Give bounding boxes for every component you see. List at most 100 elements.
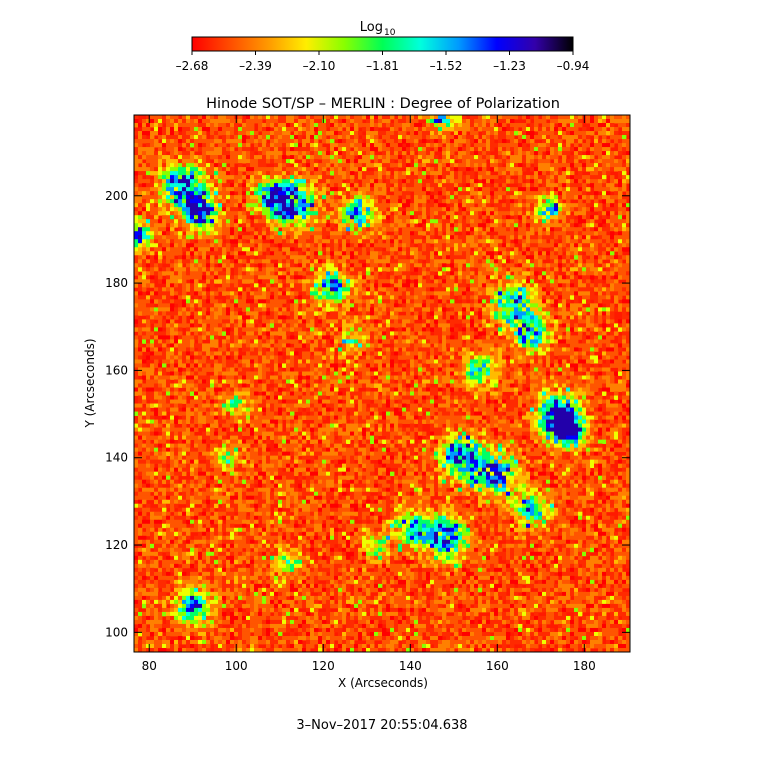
heatmap-cell	[550, 259, 555, 264]
heatmap-cell	[578, 279, 583, 284]
heatmap-cell	[614, 167, 619, 172]
heatmap-cell	[534, 159, 539, 164]
heatmap-cell	[254, 247, 259, 252]
heatmap-cell	[170, 187, 175, 192]
heatmap-cell	[570, 243, 575, 248]
heatmap-cell	[318, 135, 323, 140]
heatmap-cell	[538, 287, 543, 292]
heatmap-cell	[402, 215, 407, 220]
heatmap-cell	[394, 259, 399, 264]
heatmap-cell	[242, 191, 247, 196]
heatmap-cell	[210, 131, 215, 136]
heatmap-cell	[178, 183, 183, 188]
heatmap-cell	[370, 211, 375, 216]
heatmap-cell	[610, 183, 615, 188]
heatmap-cell	[430, 151, 435, 156]
heatmap-cell	[338, 227, 343, 232]
heatmap-cell	[610, 231, 615, 236]
heatmap-cell	[350, 287, 355, 292]
heatmap-cell	[538, 267, 543, 272]
heatmap-cell	[418, 151, 423, 156]
heatmap-cell	[546, 131, 551, 136]
heatmap-cell	[242, 223, 247, 228]
heatmap-cell	[602, 231, 607, 236]
heatmap-cell	[562, 147, 567, 152]
heatmap-cell	[266, 235, 271, 240]
heatmap-cell	[202, 163, 207, 168]
heatmap-cell	[238, 283, 243, 288]
heatmap-cell	[330, 239, 335, 244]
heatmap-cell	[218, 179, 223, 184]
heatmap-cell	[450, 159, 455, 164]
heatmap-cell	[238, 215, 243, 220]
heatmap-cell	[510, 227, 515, 232]
heatmap-cell	[514, 139, 519, 144]
heatmap-cell	[486, 287, 491, 292]
heatmap-cell	[338, 191, 343, 196]
heatmap-cell	[418, 247, 423, 252]
heatmap-cell	[178, 291, 183, 296]
heatmap-cell	[522, 231, 527, 236]
heatmap-cell	[174, 275, 179, 280]
heatmap-cell	[278, 187, 283, 192]
heatmap-cell	[450, 119, 455, 124]
heatmap-cell	[386, 115, 391, 120]
heatmap-cell	[338, 147, 343, 152]
heatmap-cell	[590, 155, 595, 160]
heatmap-cell	[466, 195, 471, 200]
heatmap-cell	[274, 255, 279, 260]
heatmap-cell	[178, 167, 183, 172]
heatmap-cell	[378, 239, 383, 244]
heatmap-cell	[142, 263, 147, 268]
heatmap-cell	[386, 211, 391, 216]
heatmap-cell	[362, 151, 367, 156]
heatmap-cell	[294, 227, 299, 232]
heatmap-cell	[414, 251, 419, 256]
heatmap-cell	[442, 123, 447, 128]
heatmap-cell	[622, 139, 627, 144]
heatmap-cell	[438, 175, 443, 180]
heatmap-cell	[402, 135, 407, 140]
heatmap-cell	[518, 267, 523, 272]
heatmap-cell	[346, 123, 351, 128]
heatmap-cell	[214, 179, 219, 184]
heatmap-cell	[466, 199, 471, 204]
heatmap-cell	[602, 287, 607, 292]
heatmap-cell	[354, 239, 359, 244]
heatmap-cell	[194, 223, 199, 228]
heatmap-cell	[578, 227, 583, 232]
heatmap-cell	[178, 203, 183, 208]
heatmap-cell	[562, 223, 567, 228]
heatmap-cell	[182, 123, 187, 128]
heatmap-cell	[626, 179, 631, 184]
heatmap-cell	[354, 271, 359, 276]
heatmap-cell	[490, 259, 495, 264]
heatmap-cell	[566, 175, 571, 180]
heatmap-cell	[618, 123, 623, 128]
heatmap-cell	[410, 283, 415, 288]
heatmap-cell	[310, 223, 315, 228]
heatmap-cell	[626, 119, 631, 124]
heatmap-cell	[398, 135, 403, 140]
heatmap-cell	[566, 287, 571, 292]
heatmap-cell	[458, 275, 463, 280]
heatmap-cell	[486, 271, 491, 276]
heatmap-cell	[294, 179, 299, 184]
heatmap-cell	[578, 199, 583, 204]
heatmap-cell	[322, 183, 327, 188]
heatmap-cell	[530, 227, 535, 232]
heatmap-cell	[278, 183, 283, 188]
heatmap-cell	[514, 223, 519, 228]
heatmap-cell	[318, 235, 323, 240]
heatmap-cell	[410, 227, 415, 232]
heatmap-cell	[302, 143, 307, 148]
heatmap-cell	[578, 219, 583, 224]
heatmap-cell	[234, 179, 239, 184]
heatmap-cell	[538, 247, 543, 252]
heatmap-cell	[598, 231, 603, 236]
heatmap-cell	[626, 231, 631, 236]
heatmap-cell	[286, 283, 291, 288]
heatmap-cell	[342, 175, 347, 180]
heatmap-cell	[418, 143, 423, 148]
heatmap-cell	[586, 175, 591, 180]
